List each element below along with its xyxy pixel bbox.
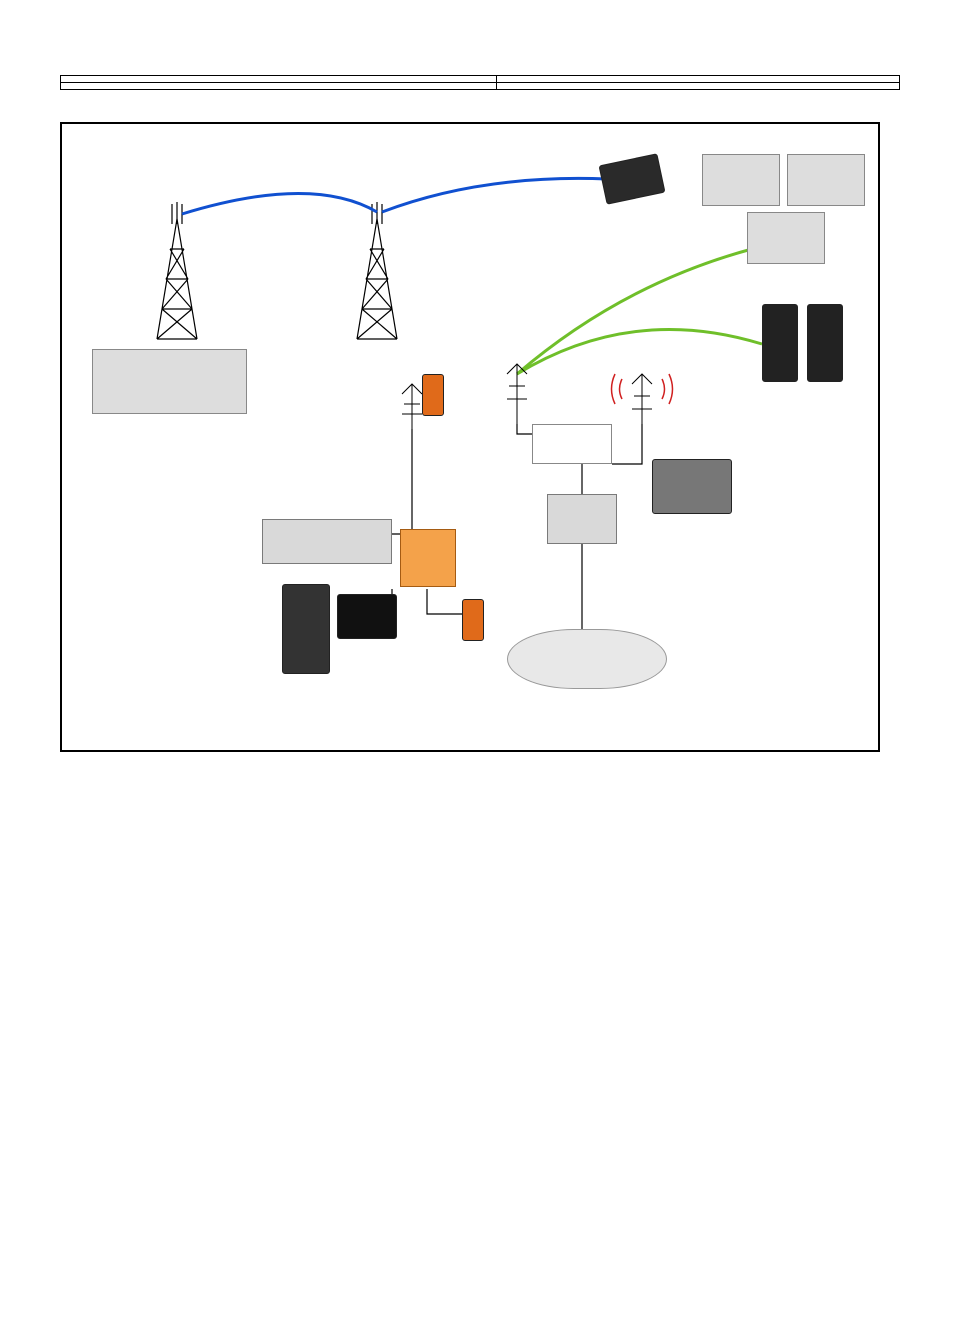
vehicle-photo-icon	[747, 212, 825, 264]
table-row	[61, 83, 900, 90]
pc-tower-icon	[282, 584, 330, 674]
vehicle-photo-icon	[702, 154, 780, 206]
handheld-radio-icon	[807, 304, 843, 382]
telecall-diagram	[60, 122, 880, 752]
vehicle-photo-icon	[787, 154, 865, 206]
monitor-icon	[337, 594, 397, 639]
nod12-box	[547, 494, 617, 544]
befintlig-io-box	[262, 519, 392, 564]
table-cell-url	[497, 83, 900, 90]
modem-box-icon	[532, 424, 612, 464]
mobile-phone-icon	[462, 599, 484, 641]
gsm-router-box	[400, 529, 456, 587]
sos-alarm-image-icon	[92, 349, 247, 414]
table-cell-name	[61, 83, 497, 90]
mobile-phone-icon	[422, 374, 444, 416]
table-cell-name	[61, 76, 497, 83]
system-table	[60, 75, 900, 90]
table-cell-url	[497, 76, 900, 83]
handheld-radio-icon	[762, 304, 798, 382]
cloud-wan-lan	[507, 629, 667, 689]
table-row	[61, 76, 900, 83]
basestation-device-icon	[652, 459, 732, 514]
